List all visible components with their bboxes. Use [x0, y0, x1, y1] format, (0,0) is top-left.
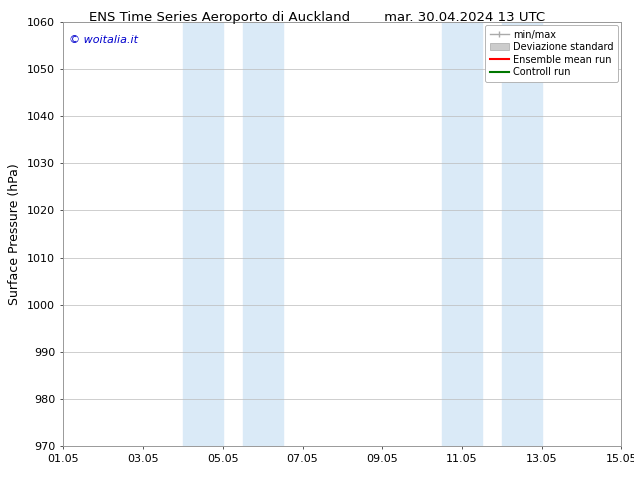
Bar: [183, 22, 223, 446]
Bar: [243, 22, 283, 446]
Legend: min/max, Deviazione standard, Ensemble mean run, Controll run: min/max, Deviazione standard, Ensemble m…: [485, 25, 618, 82]
Y-axis label: Surface Pressure (hPa): Surface Pressure (hPa): [8, 163, 22, 305]
Text: © woitalia.it: © woitalia.it: [69, 35, 138, 45]
Text: ENS Time Series Aeroporto di Auckland        mar. 30.04.2024 13 UTC: ENS Time Series Aeroporto di Auckland ma…: [89, 11, 545, 24]
Bar: [501, 22, 541, 446]
Bar: [442, 22, 482, 446]
